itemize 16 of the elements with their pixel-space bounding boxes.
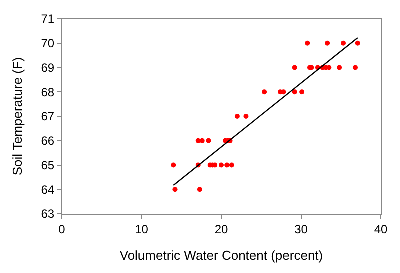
x-axis-title: Volumetric Water Content (percent) <box>120 248 324 263</box>
y-tick-label: 68 <box>41 85 55 100</box>
y-tick-label: 67 <box>41 110 55 124</box>
y-tick-label: 70 <box>41 36 55 51</box>
y-tick-label: 69 <box>41 60 55 75</box>
y-tick-label: 63 <box>41 207 55 222</box>
y-tick-label: 65 <box>41 158 55 172</box>
x-tick-label: 20 <box>214 222 228 236</box>
x-tick-label: 30 <box>294 222 308 236</box>
y-tick-label: 71 <box>41 12 55 26</box>
y-tick-label: 66 <box>41 134 55 148</box>
x-tick-label: 10 <box>135 222 149 236</box>
y-tick-label: 64 <box>41 182 55 197</box>
x-tick-label: 40 <box>374 222 388 236</box>
y-axis-title: Soil Temperature (F) <box>10 57 26 176</box>
x-tick-label: 0 <box>58 222 66 236</box>
